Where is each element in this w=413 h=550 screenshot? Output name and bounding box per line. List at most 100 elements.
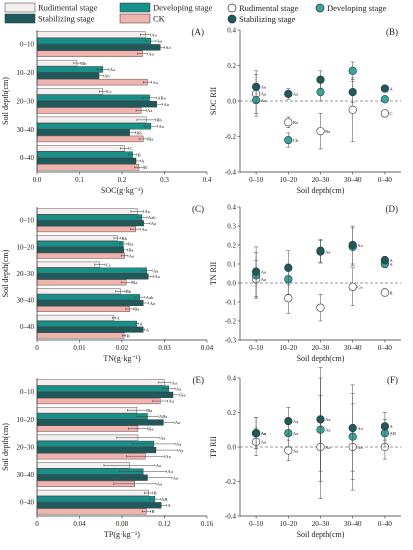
legend-dot-stabilizing xyxy=(227,14,237,24)
significance-label: Aa xyxy=(151,32,156,37)
y-tick-label: 0.2 xyxy=(227,409,236,417)
y-tick-label: 0.0 xyxy=(227,279,236,287)
x-tick-label: 0.04 xyxy=(73,520,86,528)
point-stabilizing xyxy=(348,88,357,97)
error-bar xyxy=(150,102,164,106)
significance-label: Aa xyxy=(261,269,266,274)
bar-developing xyxy=(36,294,141,301)
x-tick-label: 0.02 xyxy=(116,344,129,352)
bar-developing xyxy=(36,123,152,130)
significance-label: Ba xyxy=(325,129,330,134)
y-tick-label: 10–20 xyxy=(17,243,35,251)
y-tick-label: 0–10 xyxy=(20,41,35,49)
error-bar xyxy=(122,334,127,337)
point-stabilizing xyxy=(284,417,293,426)
bar-ck xyxy=(36,279,127,286)
x-tick-label: 0.12 xyxy=(158,520,171,528)
error-bar xyxy=(134,448,178,452)
significance-label: Bb xyxy=(122,236,128,241)
error-bar xyxy=(94,74,104,77)
bar-ck xyxy=(36,508,147,515)
x-tick-label: 0.1 xyxy=(75,176,84,184)
significance-label: Bb xyxy=(136,130,142,135)
error-bar xyxy=(149,497,161,501)
bar-ck xyxy=(36,252,125,259)
x-axis-title: Soil depth(cm) xyxy=(297,186,345,195)
error-bar xyxy=(130,210,144,213)
panel-letter: (C) xyxy=(192,204,204,214)
error-bar xyxy=(141,510,151,513)
x-tick-label: 20–30 xyxy=(312,344,330,352)
point-developing xyxy=(348,66,357,75)
error-bar xyxy=(123,131,136,134)
significance-label: Aa xyxy=(176,442,181,447)
x-axis-title: Soil depth(cm) xyxy=(297,354,345,363)
significance-label: A xyxy=(390,262,394,267)
bar-rudimental xyxy=(36,59,78,67)
significance-label: Aa xyxy=(160,435,165,440)
point-rudimental xyxy=(348,282,357,291)
bar-ck xyxy=(36,397,161,405)
significance-label: A xyxy=(390,258,394,263)
panel-letter: (A) xyxy=(192,27,205,37)
error-bar xyxy=(138,137,148,141)
panel-letter: (E) xyxy=(193,375,205,385)
significance-label: Aa xyxy=(293,92,298,97)
significance-label: Aa xyxy=(165,45,170,50)
bar-developing xyxy=(36,94,150,101)
x-axis-title: TP(g·kg⁻¹) xyxy=(104,530,140,539)
bar-stabilizing xyxy=(36,44,161,51)
error-bar xyxy=(166,393,180,397)
point-stabilizing xyxy=(284,89,293,98)
significance-label: Ba xyxy=(293,120,298,125)
significance-label: A xyxy=(390,86,394,91)
significance-label: A xyxy=(116,316,120,321)
panel-letter: (B) xyxy=(386,27,398,37)
significance-label: Cc xyxy=(107,89,112,94)
significance-label: Aa xyxy=(153,268,158,273)
x-tick-label: 10–20 xyxy=(280,344,298,352)
y-tick-label: 0.3 xyxy=(227,222,236,230)
y-tick-label: 0–40 xyxy=(20,499,35,507)
significance-label: Aa xyxy=(261,277,266,282)
bar-stabilizing xyxy=(36,220,144,227)
point-developing xyxy=(316,88,325,97)
significance-label: Aa xyxy=(261,85,266,90)
y-tick-label: 0.4 xyxy=(227,203,236,211)
significance-label: Ba xyxy=(128,242,133,247)
legend-label-rudimental: Rudimental stage xyxy=(38,3,97,13)
bar-developing xyxy=(36,37,152,45)
bar-rudimental xyxy=(36,31,146,38)
point-stabilizing xyxy=(316,415,325,424)
x-tick-label: 0–10 xyxy=(249,176,264,184)
x-tick-label: 0–40 xyxy=(378,176,393,184)
error-bar xyxy=(142,96,157,100)
legend-dot-developing xyxy=(315,3,325,13)
significance-label: Aa xyxy=(357,445,362,450)
significance-label: AB xyxy=(161,497,167,502)
bar-rudimental xyxy=(36,379,165,386)
error-bar xyxy=(157,381,172,384)
x-tick-label: 10–20 xyxy=(280,176,298,184)
significance-label: Ba xyxy=(147,408,152,413)
significance-label: A xyxy=(146,327,150,332)
significance-label: Aa xyxy=(261,98,266,103)
error-bar xyxy=(136,118,156,122)
x-tick-label: 0.4 xyxy=(203,176,212,184)
significance-label: Aa xyxy=(176,386,181,391)
significance-label: Cb xyxy=(293,138,299,143)
point-rudimental xyxy=(348,105,357,114)
significance-label: Aa xyxy=(261,431,266,436)
error-bar xyxy=(113,236,121,240)
error-bar xyxy=(155,504,167,507)
error-bar xyxy=(96,68,110,71)
legend: Rudimental stage Developing stage Stabil… xyxy=(4,2,386,24)
x-tick-label: 0.2 xyxy=(118,176,127,184)
bar-stabilizing xyxy=(36,100,158,108)
error-bar xyxy=(99,90,107,93)
legend-swatch-rudimental xyxy=(4,2,36,13)
error-bar xyxy=(94,263,106,266)
bar-stabilizing xyxy=(36,419,164,426)
significance-label: Aa xyxy=(325,428,330,433)
bar-developing xyxy=(36,496,156,503)
